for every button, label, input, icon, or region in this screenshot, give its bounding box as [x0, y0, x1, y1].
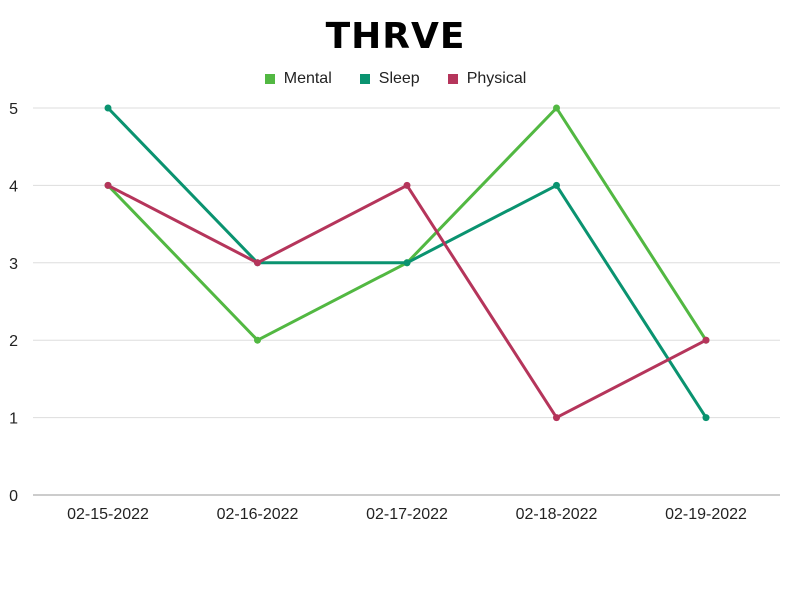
data-point-mental: [553, 104, 560, 112]
legend-item-mental: Mental: [264, 70, 332, 88]
y-tick-label: 1: [9, 411, 18, 428]
data-point-sleep: [403, 259, 411, 267]
data-point-sleep: [104, 104, 112, 112]
data-point-physical: [702, 336, 710, 344]
legend: Mental Sleep Physical: [0, 70, 791, 88]
series-line-physical: [106, 183, 708, 420]
data-point-physical: [403, 181, 411, 189]
series-line-mental: [106, 106, 708, 342]
data-point-sleep: [553, 181, 560, 189]
legend-item-sleep: Sleep: [359, 70, 420, 88]
legend-swatch: [447, 74, 458, 84]
legend-label: Mental: [283, 70, 332, 87]
x-tick-label: 02-17-2022: [366, 506, 448, 523]
legend-label: Physical: [466, 70, 527, 87]
legend-swatch: [359, 74, 370, 84]
y-tick-label: 0: [9, 488, 18, 505]
x-tick-label: 02-15-2022: [67, 506, 149, 523]
legend-item-physical: Physical: [447, 70, 527, 88]
data-point-sleep: [702, 414, 710, 422]
y-tick-label: 5: [9, 101, 18, 118]
data-point-mental: [254, 336, 261, 344]
x-tick-label: 02-19-2022: [665, 506, 747, 523]
y-tick-label: 3: [9, 256, 18, 273]
x-tick-label: 02-16-2022: [217, 506, 299, 523]
legend-swatch: [264, 74, 275, 84]
data-point-physical: [104, 181, 112, 189]
y-tick-label: 4: [9, 178, 18, 195]
chart-title: THRVE: [325, 16, 466, 57]
x-tick-label: 02-18-2022: [516, 506, 598, 523]
legend-label: Sleep: [378, 70, 420, 87]
data-point-physical: [254, 259, 261, 267]
y-tick-label: 2: [9, 333, 18, 350]
data-point-physical: [553, 414, 560, 422]
